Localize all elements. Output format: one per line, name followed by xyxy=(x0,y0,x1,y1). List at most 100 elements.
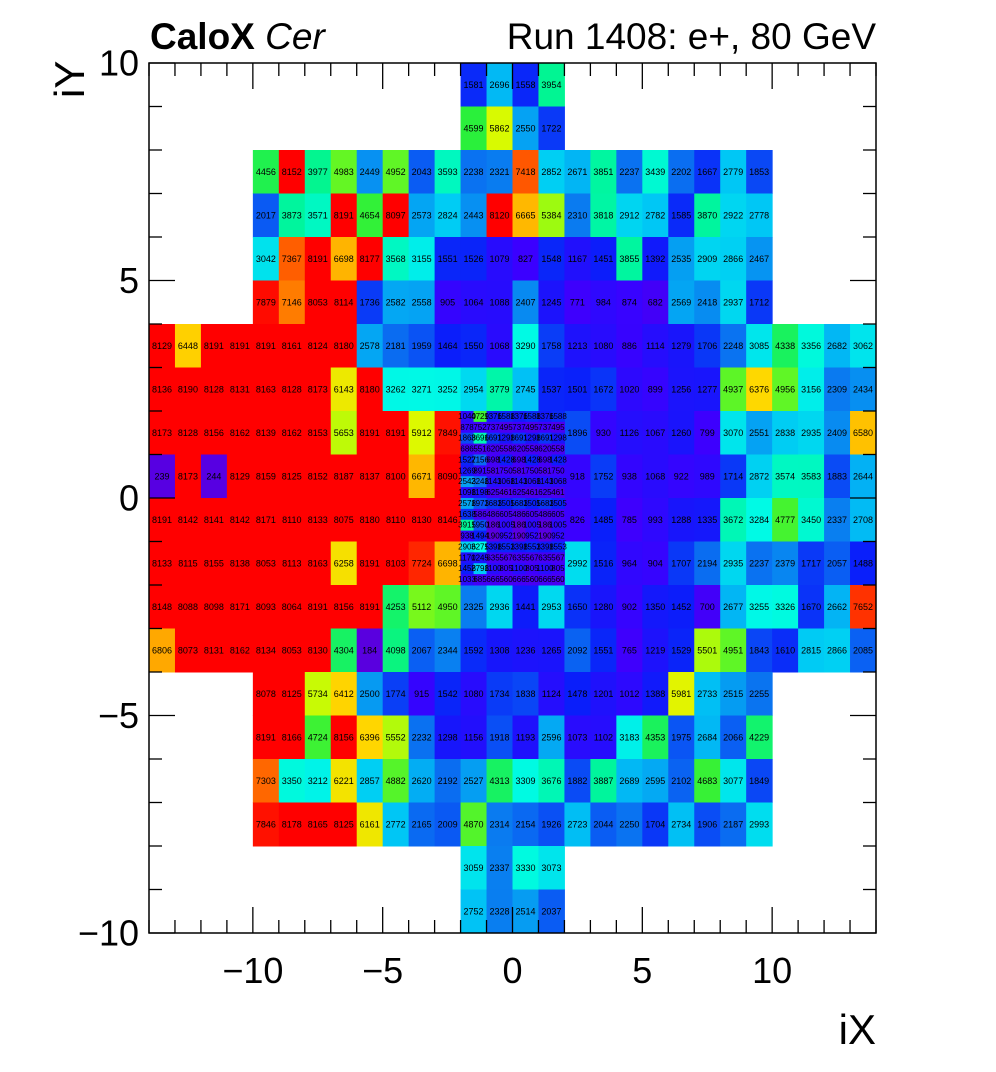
cell-value-label: 1882 xyxy=(567,776,587,786)
heatmap-cell xyxy=(564,498,591,542)
cell-value-label: 2935 xyxy=(723,558,743,568)
heatmap-cell xyxy=(200,454,228,499)
cell-value-label: 3252 xyxy=(438,384,458,394)
heatmap-cell xyxy=(486,150,513,194)
heatmap-cell xyxy=(564,280,591,325)
heatmap-cell xyxy=(616,237,643,281)
heatmap-cell xyxy=(850,411,877,455)
heatmap-cell xyxy=(642,237,669,281)
heatmap-cell xyxy=(525,443,539,455)
cell-value-label: 3696 xyxy=(471,434,489,443)
heatmap-cell xyxy=(460,106,488,151)
heatmap-cell xyxy=(200,585,228,629)
heatmap-cell xyxy=(200,411,228,455)
heatmap-cell xyxy=(525,411,539,423)
heatmap-cell xyxy=(525,541,539,553)
cell-value-label: 635 xyxy=(512,553,526,562)
heatmap-cell xyxy=(538,563,552,575)
cell-value-label: 1428 xyxy=(497,455,515,464)
heatmap-cell xyxy=(434,280,462,325)
heatmap-cell xyxy=(616,280,643,325)
cell-value-label: 3439 xyxy=(645,167,665,177)
cell-value-label: 1585 xyxy=(671,210,691,220)
cell-value-label: 938 xyxy=(622,471,637,481)
cell-value-label: 1588 xyxy=(549,412,567,421)
cell-value-label: 2515 xyxy=(723,689,743,699)
cell-value-label: 1005 xyxy=(523,521,541,530)
heatmap-cell xyxy=(512,508,526,521)
heatmap-cell xyxy=(694,150,721,194)
heatmap-cell xyxy=(694,280,721,325)
cell-value-label: 7724 xyxy=(412,558,432,568)
heatmap-cell xyxy=(434,585,462,629)
cell-value-label: 1918 xyxy=(490,732,510,742)
cell-value-label: 8180 xyxy=(334,341,354,351)
heatmap-cell xyxy=(278,541,306,586)
cell-value-label: 1398 xyxy=(484,542,502,551)
heatmap-cell xyxy=(525,465,539,477)
cell-value-label: 8139 xyxy=(256,428,276,438)
cell-value-label: 2418 xyxy=(697,297,717,307)
heatmap-cell xyxy=(616,411,643,455)
heatmap-cell xyxy=(772,454,799,499)
cell-value-label: 1298 xyxy=(549,434,567,443)
heatmap-cell xyxy=(538,476,552,488)
heatmap-cell xyxy=(538,889,565,934)
cell-value-label: 1691 xyxy=(536,434,554,443)
cell-value-label: 2782 xyxy=(645,210,665,220)
heatmap-cell xyxy=(382,237,410,281)
heatmap-cell xyxy=(512,454,526,466)
cell-value-label: 765 xyxy=(622,645,637,655)
heatmap-cell xyxy=(486,889,513,934)
cell-value-label: 2578 xyxy=(458,499,476,508)
heatmap-cell xyxy=(512,280,539,325)
heatmap-cell xyxy=(174,367,202,412)
cell-value-label: 1706 xyxy=(697,341,717,351)
heatmap-cell xyxy=(252,411,280,455)
heatmap-cell xyxy=(499,411,513,423)
heatmap-cell xyxy=(304,802,332,847)
cell-value-label: 3085 xyxy=(749,341,769,351)
cell-value-label: 4353 xyxy=(645,732,665,742)
heatmap-cell xyxy=(538,150,565,194)
cell-value-label: 3255 xyxy=(749,602,769,612)
cell-value-label: 698 xyxy=(538,455,552,464)
heatmap-cell xyxy=(486,530,501,542)
cell-value-label: 3155 xyxy=(412,254,432,264)
cell-value-label: 8125 xyxy=(282,471,302,481)
cell-value-label: 1592 xyxy=(464,645,484,655)
cell-value-label: 8191 xyxy=(308,602,328,612)
heatmap-cell xyxy=(278,454,306,499)
heatmap-cell xyxy=(746,672,773,716)
cell-value-label: 6806 xyxy=(152,645,172,655)
heatmap-cell xyxy=(551,411,565,423)
cell-value-label: 1198 xyxy=(471,488,489,497)
x-tick-label: 0 xyxy=(502,950,522,991)
heatmap-cell xyxy=(382,802,410,847)
cell-value-label: 1376 xyxy=(510,412,528,421)
cell-value-label: 1553 xyxy=(549,542,567,551)
heatmap-cell xyxy=(356,672,384,716)
cell-value-label: 8165 xyxy=(308,819,328,829)
heatmap-cell xyxy=(668,324,695,368)
cell-value-label: 560 xyxy=(525,575,539,584)
cell-value-label: 2037 xyxy=(541,906,561,916)
cell-value-label: 1040 xyxy=(458,412,476,421)
heatmap-cell xyxy=(408,498,436,542)
cell-value-label: 4951 xyxy=(723,645,743,655)
heatmap-cell xyxy=(408,324,436,368)
cell-value-label: 1478 xyxy=(567,689,587,699)
cell-value-label: 1308 xyxy=(490,645,510,655)
heatmap-cell xyxy=(538,552,552,564)
heatmap-cell xyxy=(720,672,747,716)
heatmap-cell xyxy=(408,193,436,238)
heatmap-cell xyxy=(434,628,462,673)
cell-value-label: 2407 xyxy=(515,297,535,307)
cell-value-label: 2838 xyxy=(775,428,795,438)
heatmap-cell xyxy=(499,487,513,499)
heatmap-cell xyxy=(252,367,280,412)
heatmap-cell xyxy=(538,519,552,532)
cell-value-label: 8153 xyxy=(308,428,328,438)
cell-value-label: 8173 xyxy=(152,428,172,438)
cell-value-label: 1277 xyxy=(697,384,717,394)
